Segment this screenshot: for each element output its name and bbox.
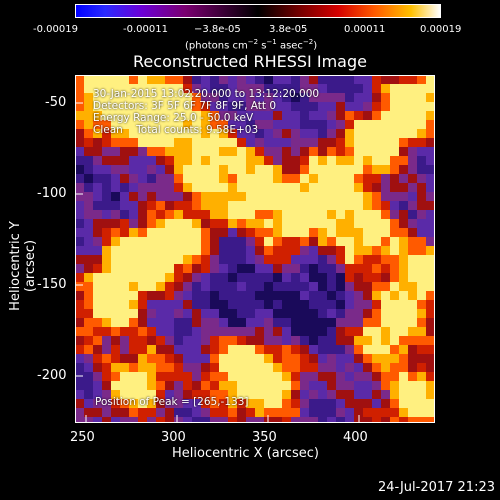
info-energy: Energy Range: 25.0 - 50.0 keV (93, 112, 254, 124)
y-axis-label: Heliocentric Y (arcsec) (8, 221, 38, 311)
y-tick: -150 (37, 277, 67, 292)
info-clean: Clean Total counts: 9.58E+03 (93, 124, 259, 136)
y-tick: -200 (37, 368, 67, 383)
x-tick: 400 (343, 430, 368, 445)
x-tick: 300 (161, 430, 186, 445)
colorbar-tick: 0.00011 (344, 24, 386, 35)
info-time: 30-Jan-2015 13:02:20.000 to 13:12:20.000 (93, 88, 320, 100)
colorbar-tick: -0.00011 (123, 24, 168, 35)
rhessi-image (75, 75, 435, 423)
y-tick: -100 (37, 186, 67, 201)
timestamp: 24-Jul-2017 21:23 (377, 480, 495, 495)
colorbar-units: (photons cm−2 s−1 asec−2) (185, 38, 318, 52)
colorbar-tick: -0.00019 (33, 24, 78, 35)
plot-title: Reconstructed RHESSI Image (133, 52, 367, 71)
x-tick: 350 (252, 430, 277, 445)
peak-position: Position of Peak = [265,-133] (95, 396, 249, 408)
x-tick: 250 (70, 430, 95, 445)
x-axis-label: Heliocentric X (arcsec) (172, 446, 319, 461)
info-detectors: Detectors: 3F 5F 6F 7F 8F 9F, Att 0 (93, 100, 277, 112)
colorbar-tick: 3.8e-05 (269, 24, 308, 35)
colorbar (75, 4, 441, 18)
y-tick: -50 (45, 95, 67, 110)
colorbar-tick: −3.8e-05 (194, 24, 241, 35)
colorbar-tick: 0.00019 (420, 24, 462, 35)
